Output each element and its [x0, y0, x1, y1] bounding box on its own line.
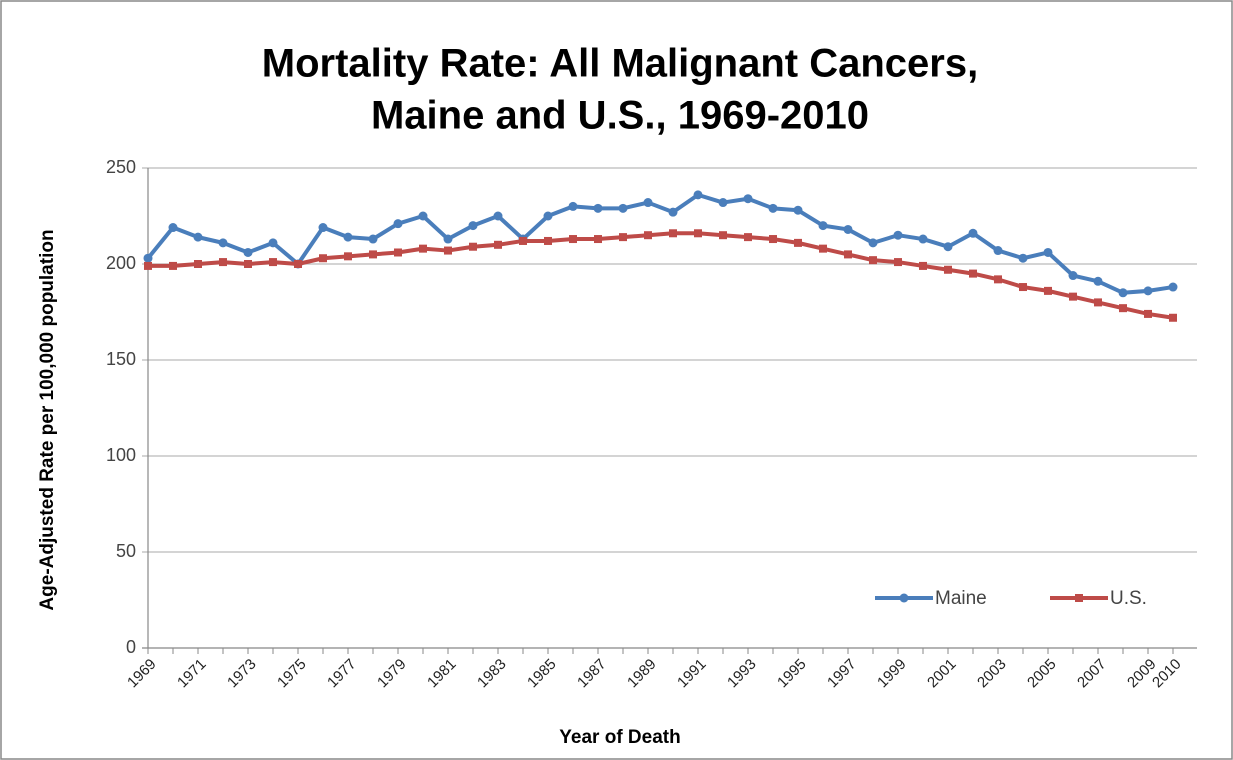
- point: [868, 238, 878, 248]
- point: [468, 221, 478, 231]
- point: [968, 228, 978, 238]
- point: [668, 207, 678, 217]
- point: [743, 194, 753, 204]
- point: [1043, 247, 1053, 257]
- point: [1093, 276, 1103, 286]
- point: [693, 190, 703, 200]
- point: [918, 234, 928, 244]
- point: [469, 242, 477, 251]
- point: [143, 253, 153, 263]
- x-axis-title: Year of Death: [559, 727, 680, 748]
- point: [394, 248, 402, 257]
- point: [193, 232, 203, 242]
- point: [1168, 282, 1178, 292]
- point: [444, 246, 452, 255]
- point: [219, 258, 227, 267]
- legend-label: U.S.: [1110, 588, 1147, 609]
- point: [144, 261, 152, 270]
- series-line: [148, 231, 1174, 320]
- point: [994, 275, 1002, 284]
- point: [294, 260, 302, 268]
- point: [744, 233, 752, 242]
- point: [244, 260, 252, 268]
- point: [944, 265, 952, 274]
- y-tick-label: 250: [106, 157, 136, 177]
- point: [818, 221, 828, 231]
- y-tick-label: 100: [106, 445, 136, 465]
- point: [893, 230, 903, 240]
- point: [418, 211, 428, 221]
- point: [619, 233, 627, 242]
- point: [618, 203, 628, 213]
- point: [1044, 286, 1052, 295]
- point: [168, 223, 178, 233]
- point: [218, 238, 228, 248]
- point: [419, 244, 427, 253]
- point: [543, 211, 553, 221]
- point: [369, 250, 377, 259]
- point: [319, 254, 327, 263]
- point: [169, 261, 177, 270]
- legend-marker: [1075, 594, 1083, 602]
- point: [344, 252, 352, 261]
- point: [493, 211, 503, 221]
- point: [494, 240, 502, 249]
- chart-title: Maine and U.S., 1969-2010: [371, 94, 869, 138]
- point: [644, 231, 652, 240]
- point: [1143, 286, 1153, 296]
- point: [519, 236, 527, 245]
- point: [643, 198, 653, 208]
- y-tick-label: 200: [106, 253, 136, 273]
- legend-label: Maine: [935, 588, 987, 609]
- point: [343, 232, 353, 242]
- point: [569, 235, 577, 244]
- point: [669, 229, 677, 238]
- point: [769, 235, 777, 244]
- point: [768, 203, 778, 213]
- chart-title: Mortality Rate: All Malignant Cancers,: [262, 42, 978, 86]
- point: [1118, 288, 1128, 298]
- y-axis-title: Age-Adjusted Rate per 100,000 population: [37, 229, 58, 610]
- point: [1019, 283, 1027, 292]
- point: [894, 258, 902, 267]
- legend-marker: [899, 593, 909, 603]
- point: [694, 229, 702, 238]
- point: [793, 205, 803, 215]
- point: [718, 198, 728, 208]
- point: [1169, 313, 1177, 322]
- point: [1094, 298, 1102, 307]
- point: [318, 223, 328, 233]
- y-tick-label: 150: [106, 349, 136, 369]
- point: [1018, 253, 1028, 263]
- point: [819, 244, 827, 253]
- point: [368, 234, 378, 244]
- point: [1068, 271, 1078, 281]
- point: [269, 258, 277, 267]
- point: [969, 269, 977, 278]
- point: [544, 236, 552, 245]
- point: [1119, 304, 1127, 313]
- point: [993, 246, 1003, 256]
- point: [919, 261, 927, 270]
- point: [568, 201, 578, 211]
- y-tick-label: 50: [116, 541, 136, 561]
- point: [594, 235, 602, 244]
- point: [843, 224, 853, 234]
- point: [443, 234, 453, 244]
- point: [719, 231, 727, 240]
- y-tick-label: 0: [126, 637, 136, 657]
- point: [844, 250, 852, 259]
- point: [1069, 292, 1077, 301]
- point: [1144, 309, 1152, 318]
- point: [869, 256, 877, 265]
- point: [194, 260, 202, 268]
- point: [393, 219, 403, 229]
- point: [943, 242, 953, 252]
- point: [794, 238, 802, 247]
- point: [243, 247, 253, 257]
- point: [268, 238, 278, 248]
- point: [593, 203, 603, 213]
